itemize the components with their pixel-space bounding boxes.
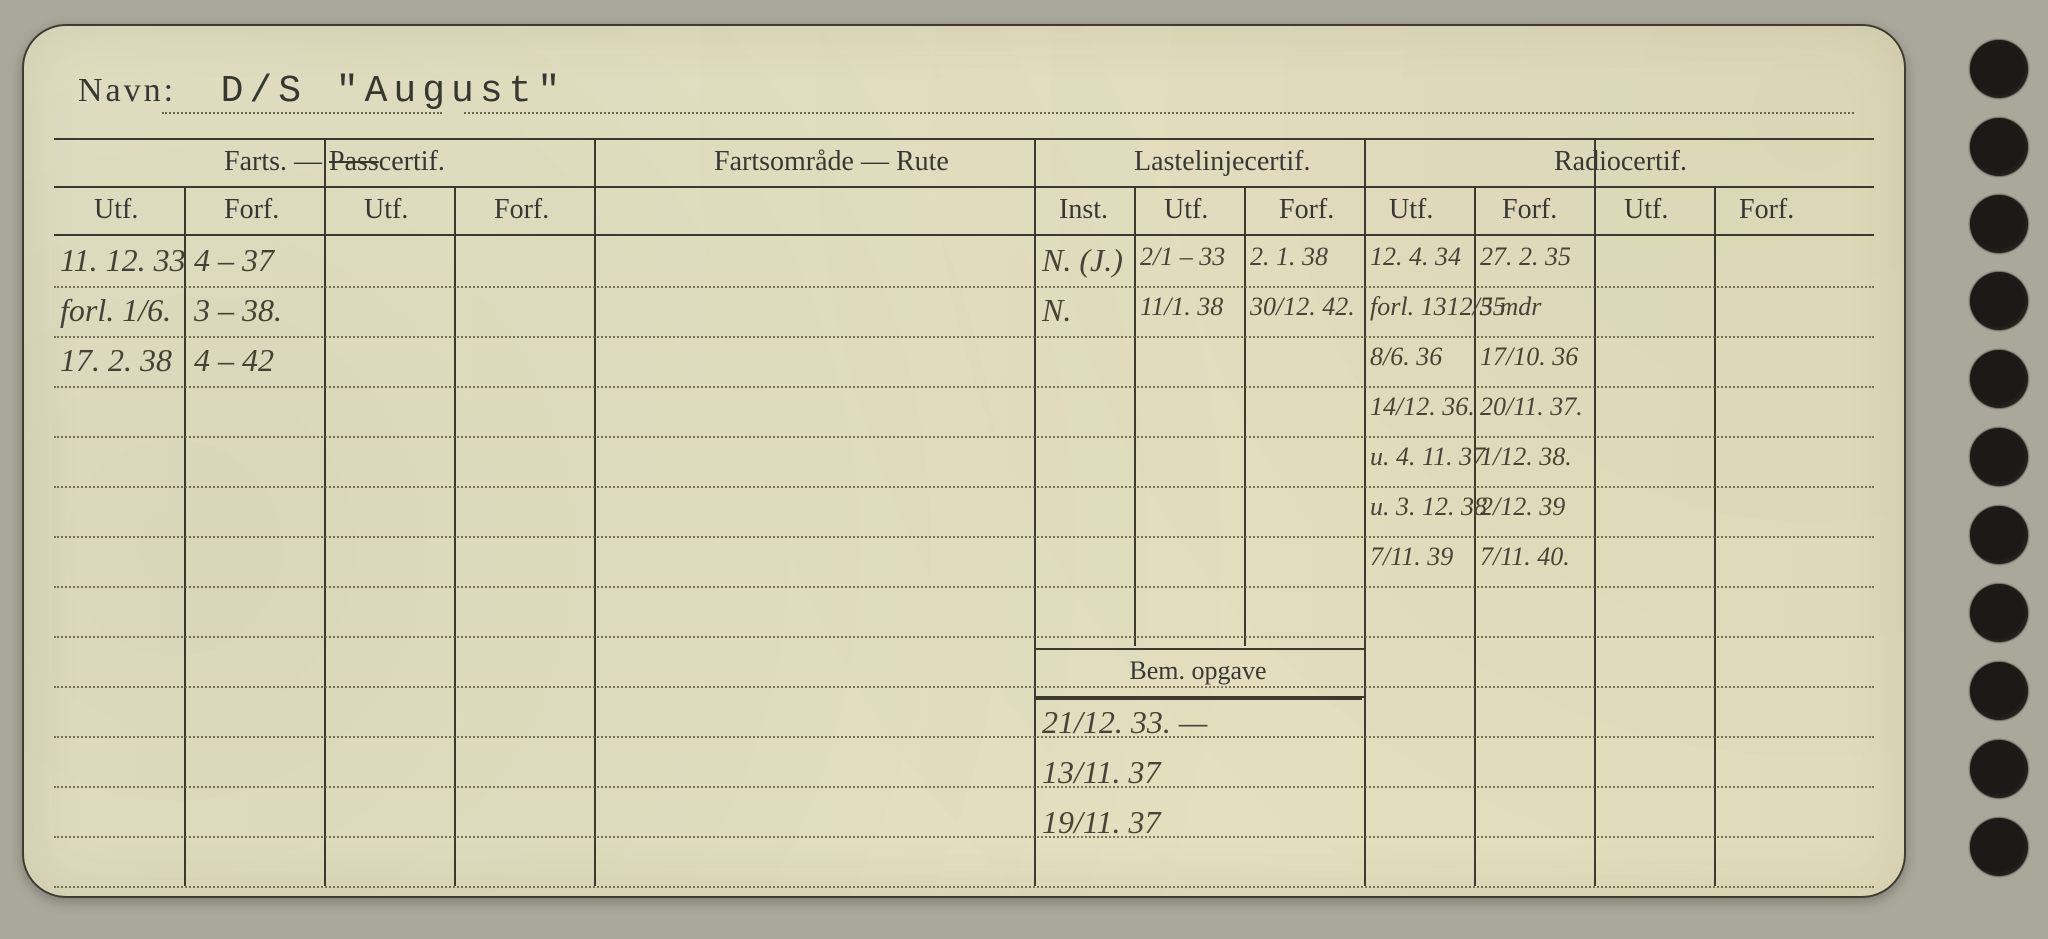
sub-utf-3: Utf.: [1164, 194, 1208, 226]
cell-text: 3 – 38.: [194, 292, 282, 329]
navn-underline: [162, 112, 442, 114]
row-line: [54, 586, 1874, 588]
hdr-farts: Farts. — Passcertif.: [224, 146, 445, 178]
hdr-fartsomrade: Fartsområde — Rute: [714, 146, 949, 178]
row-line: [54, 336, 1874, 338]
cell-text: 5 mdr: [1480, 292, 1541, 322]
navn-label: Navn:: [78, 72, 176, 109]
cell-text: 2/12. 39: [1480, 492, 1565, 522]
row-line: [54, 486, 1874, 488]
cell-text: 2/1 – 33: [1140, 242, 1225, 272]
row-line: [54, 686, 1874, 688]
binder-hole: [1970, 818, 2028, 876]
cell-text: 4 – 42: [194, 342, 274, 379]
hdr-radio: Radiocertif.: [1554, 146, 1687, 178]
sub-forf-2: Forf.: [494, 194, 549, 226]
v-laste-1: [1134, 186, 1136, 646]
binder-hole: [1970, 740, 2028, 798]
cell-text: N.: [1042, 292, 1071, 329]
sub-forf-3: Forf.: [1279, 194, 1334, 226]
hdr-farts-suf: certif.: [379, 146, 445, 177]
sub-utf-5: Utf.: [1624, 194, 1668, 226]
v-farts-right: [594, 138, 596, 886]
sub-utf-1: Utf.: [94, 194, 138, 226]
binder-hole: [1970, 584, 2028, 642]
binder-holes: [1928, 0, 2048, 939]
binder-hole: [1970, 662, 2028, 720]
cell-text: 14/12. 36.: [1370, 392, 1475, 422]
cell-text: 17/10. 36: [1480, 342, 1578, 372]
row-line: [54, 386, 1874, 388]
cell-text: 30/12. 42.: [1250, 292, 1355, 322]
binder-hole: [1970, 272, 2028, 330]
rule-subhdr: [54, 186, 1874, 188]
cell-text: 8/6. 36: [1370, 342, 1442, 372]
cell-text: 13/11. 37: [1042, 754, 1161, 791]
v-laste-right: [1364, 138, 1366, 886]
cell-text: N. (J.): [1042, 242, 1123, 279]
hdr-farts-pre: Farts. —: [224, 146, 329, 177]
hdr-farts-strike: Pass: [329, 146, 379, 177]
row-line: [54, 886, 1874, 888]
binder-hole: [1970, 40, 2028, 98]
v-farts-mid: [324, 138, 326, 886]
cell-text: 11/1. 38: [1140, 292, 1223, 322]
cell-text: 27. 2. 35: [1480, 242, 1571, 272]
navn-value: D/S "August": [221, 70, 567, 113]
bem-top-line: [1034, 648, 1364, 650]
v-radio-mid: [1594, 138, 1596, 886]
navn-row: Navn: D/S "August": [78, 70, 566, 113]
bem-bot-line: [1034, 696, 1364, 698]
cell-text: 7/11. 39: [1370, 542, 1453, 572]
v-laste-2: [1244, 186, 1246, 646]
row-line: [54, 736, 1874, 738]
sub-forf-5: Forf.: [1739, 194, 1794, 226]
navn-dotline: [464, 112, 1854, 114]
binder-hole: [1970, 506, 2028, 564]
cell-text: 1/12. 38.: [1480, 442, 1572, 472]
cell-text: 19/11. 37: [1042, 804, 1161, 841]
row-line: [54, 836, 1874, 838]
cell-text: 12. 4. 34: [1370, 242, 1461, 272]
cell-text: 21/12. 33. —: [1042, 704, 1207, 741]
sub-utf-4: Utf.: [1389, 194, 1433, 226]
index-card: Navn: D/S "August" Farts. — Passcertif. …: [22, 24, 1906, 898]
cell-text: 11. 12. 33: [60, 242, 186, 279]
row-line: [54, 636, 1874, 638]
row-line: [54, 286, 1874, 288]
sub-utf-2: Utf.: [364, 194, 408, 226]
sub-inst: Inst.: [1059, 194, 1108, 226]
binder-hole: [1970, 428, 2028, 486]
sub-forf-4: Forf.: [1502, 194, 1557, 226]
binder-hole: [1970, 118, 2028, 176]
cell-text: 20/11. 37.: [1480, 392, 1583, 422]
binder-hole: [1970, 195, 2028, 253]
hdr-lastelinje: Lastelinjecertif.: [1134, 146, 1310, 178]
binder-hole: [1970, 350, 2028, 408]
bem-opgave-box: Bem. opgave: [1034, 648, 1362, 700]
cell-text: u. 3. 12. 38: [1370, 492, 1487, 522]
row-line: [54, 536, 1874, 538]
cell-text: u. 4. 11. 37: [1370, 442, 1485, 472]
row-line: [54, 786, 1874, 788]
cell-text: 2. 1. 38: [1250, 242, 1328, 272]
cell-text: 17. 2. 38: [60, 342, 172, 379]
cell-text: 4 – 37: [194, 242, 274, 279]
v-laste-left: [1034, 138, 1036, 886]
cell-text: 7/11. 40.: [1480, 542, 1570, 572]
rule-top: [54, 138, 1874, 140]
bem-opgave-title: Bem. opgave: [1034, 656, 1362, 686]
row-line: [54, 436, 1874, 438]
sub-forf-1: Forf.: [224, 194, 279, 226]
rule-hdr-bottom: [54, 234, 1874, 236]
cell-text: forl. 1/6.: [60, 292, 171, 329]
